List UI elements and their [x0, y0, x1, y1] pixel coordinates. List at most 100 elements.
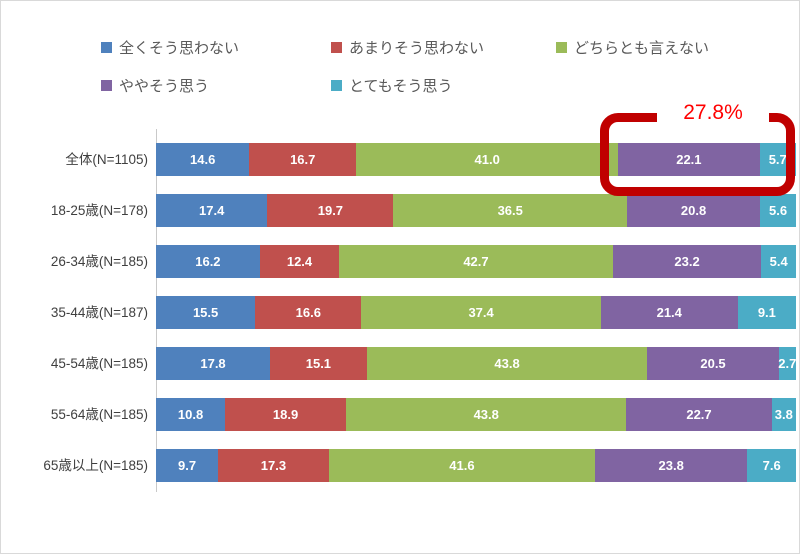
category-label: 65歳以上(N=185)	[43, 458, 148, 473]
legend-item: ややそう思う	[101, 75, 331, 96]
segment-value-label: 16.6	[295, 305, 321, 320]
annotation-label: 27.8%	[657, 100, 769, 126]
segment-value-label: 41.6	[449, 458, 475, 473]
legend-row-2: ややそう思う とてもそう思う	[101, 75, 453, 95]
bar-row: 45-54歳(N=185) 17.8 15.1 43.8 20.5 2.7	[1, 347, 799, 380]
category-label: 35-44歳(N=187)	[50, 305, 148, 320]
bar-segment: 10.8	[156, 398, 226, 431]
legend-row-1: 全くそう思わない あまりそう思わない どちらとも言えない	[101, 37, 709, 57]
bar-segment: 9.1	[737, 296, 796, 329]
stacked-bar: 14.6 16.7 41.0 22.1 5.7	[156, 143, 796, 176]
legend-swatch-icon	[101, 41, 112, 53]
legend-item: とてもそう思う	[331, 75, 453, 96]
segment-value-label: 17.3	[260, 458, 287, 473]
segment-value-label: 16.2	[195, 254, 221, 269]
segment-value-label: 43.8	[473, 407, 499, 422]
legend-item: 全くそう思わない	[101, 37, 331, 58]
category-label: 全体(N=1105)	[65, 152, 148, 167]
bar-row: 65歳以上(N=185) 9.7 17.3 41.6 23.8 7.6	[1, 449, 799, 482]
bar-segment: 23.2	[612, 245, 762, 278]
segment-value-label: 19.7	[317, 203, 344, 218]
segment-value-label: 20.5	[700, 356, 726, 371]
segment-value-label: 20.8	[680, 203, 707, 218]
category-label: 55-64歳(N=185)	[50, 407, 148, 422]
legend-swatch-icon	[556, 41, 567, 53]
segment-value-label: 15.1	[305, 356, 332, 371]
stacked-bar: 10.8 18.9 43.8 22.7 3.8	[156, 398, 796, 431]
bar-segment: 23.8	[595, 449, 748, 482]
bar-segment: 43.8	[346, 398, 627, 431]
bar-row: 26-34歳(N=185) 16.2 12.4 42.7 23.2 5.4	[1, 245, 799, 278]
bar-row: 35-44歳(N=187) 15.5 16.6 37.4 21.4 9.1	[1, 296, 799, 329]
segment-value-label: 23.2	[674, 254, 700, 269]
stacked-bar: 15.5 16.6 37.4 21.4 9.1	[156, 296, 796, 329]
bar-segment: 41.6	[328, 449, 596, 482]
bar-segment: 22.7	[626, 398, 772, 431]
segment-value-label: 18.9	[272, 407, 299, 422]
bar-segment: 42.7	[339, 245, 613, 278]
bar-segment: 3.8	[771, 398, 796, 431]
segment-value-label: 17.4	[199, 203, 225, 218]
bar-segment: 12.4	[259, 245, 340, 278]
bar-segment: 17.4	[156, 194, 268, 227]
segment-value-label: 3.8	[774, 407, 793, 422]
bar-segment: 15.5	[156, 296, 256, 329]
segment-value-label: 12.4	[286, 254, 313, 269]
bar-segment: 22.1	[618, 143, 760, 176]
legend-swatch-icon	[331, 41, 342, 53]
segment-value-label: 21.4	[656, 305, 682, 320]
stacked-bar: 17.4 19.7 36.5 20.8 5.6	[156, 194, 796, 227]
segment-value-label: 5.4	[769, 254, 788, 269]
bar-segment: 16.6	[255, 296, 362, 329]
segment-value-label: 22.7	[686, 407, 712, 422]
segment-value-label: 23.8	[658, 458, 684, 473]
category-label: 18-25歳(N=178)	[50, 203, 148, 218]
category-label: 26-34歳(N=185)	[50, 254, 148, 269]
segment-value-label: 10.8	[177, 407, 204, 422]
bar-row: 全体(N=1105) 14.6 16.7 41.0 22.1 5.7	[1, 143, 799, 176]
bar-segment: 5.6	[760, 194, 796, 227]
segment-value-label: 16.7	[290, 152, 316, 167]
bar-row: 55-64歳(N=185) 10.8 18.9 43.8 22.7 3.8	[1, 398, 799, 431]
bar-segment: 9.7	[156, 449, 219, 482]
legend-item-label: 全くそう思わない	[119, 39, 240, 57]
bar-segment: 17.8	[156, 347, 271, 380]
segment-value-label: 41.0	[474, 152, 500, 167]
bar-segment: 21.4	[600, 296, 738, 329]
legend-item: どちらとも言えない	[556, 37, 709, 58]
legend-swatch-icon	[331, 79, 342, 91]
segment-value-label: 2.7	[778, 356, 797, 371]
bar-segment: 16.7	[249, 143, 357, 176]
bar-segment: 16.2	[156, 245, 260, 278]
segment-value-label: 7.6	[762, 458, 781, 473]
bar-segment: 41.0	[356, 143, 619, 176]
legend-item-label: とてもそう思う	[349, 77, 453, 95]
segment-value-label: 5.6	[769, 203, 788, 218]
stacked-bar: 17.8 15.1 43.8 20.5 2.7	[156, 347, 796, 380]
bar-segment: 18.9	[225, 398, 347, 431]
segment-value-label: 36.5	[497, 203, 523, 218]
bar-segment: 20.8	[627, 194, 761, 227]
bar-row: 18-25歳(N=178) 17.4 19.7 36.5 20.8 5.6	[1, 194, 799, 227]
segment-value-label: 9.1	[757, 305, 776, 320]
segment-value-label: 14.6	[190, 152, 216, 167]
bar-segment: 43.8	[366, 347, 648, 380]
bar-segment: 36.5	[393, 194, 628, 227]
bar-segment: 20.5	[647, 347, 779, 380]
segment-value-label: 9.7	[178, 458, 197, 473]
segment-value-label: 17.8	[200, 356, 226, 371]
segment-value-label: 43.8	[494, 356, 520, 371]
stacked-bar: 9.7 17.3 41.6 23.8 7.6	[156, 449, 796, 482]
bar-segment: 14.6	[156, 143, 250, 176]
segment-value-label: 37.4	[468, 305, 494, 320]
bar-segment: 17.3	[218, 449, 329, 482]
bar-segment: 7.6	[747, 449, 796, 482]
bar-segment: 2.7	[778, 347, 797, 380]
legend-item-label: あまりそう思わない	[349, 39, 485, 57]
bar-segment: 15.1	[270, 347, 367, 380]
segment-value-label: 15.5	[192, 305, 219, 320]
segment-value-label: 22.1	[676, 152, 702, 167]
stacked-bar: 16.2 12.4 42.7 23.2 5.4	[156, 245, 796, 278]
